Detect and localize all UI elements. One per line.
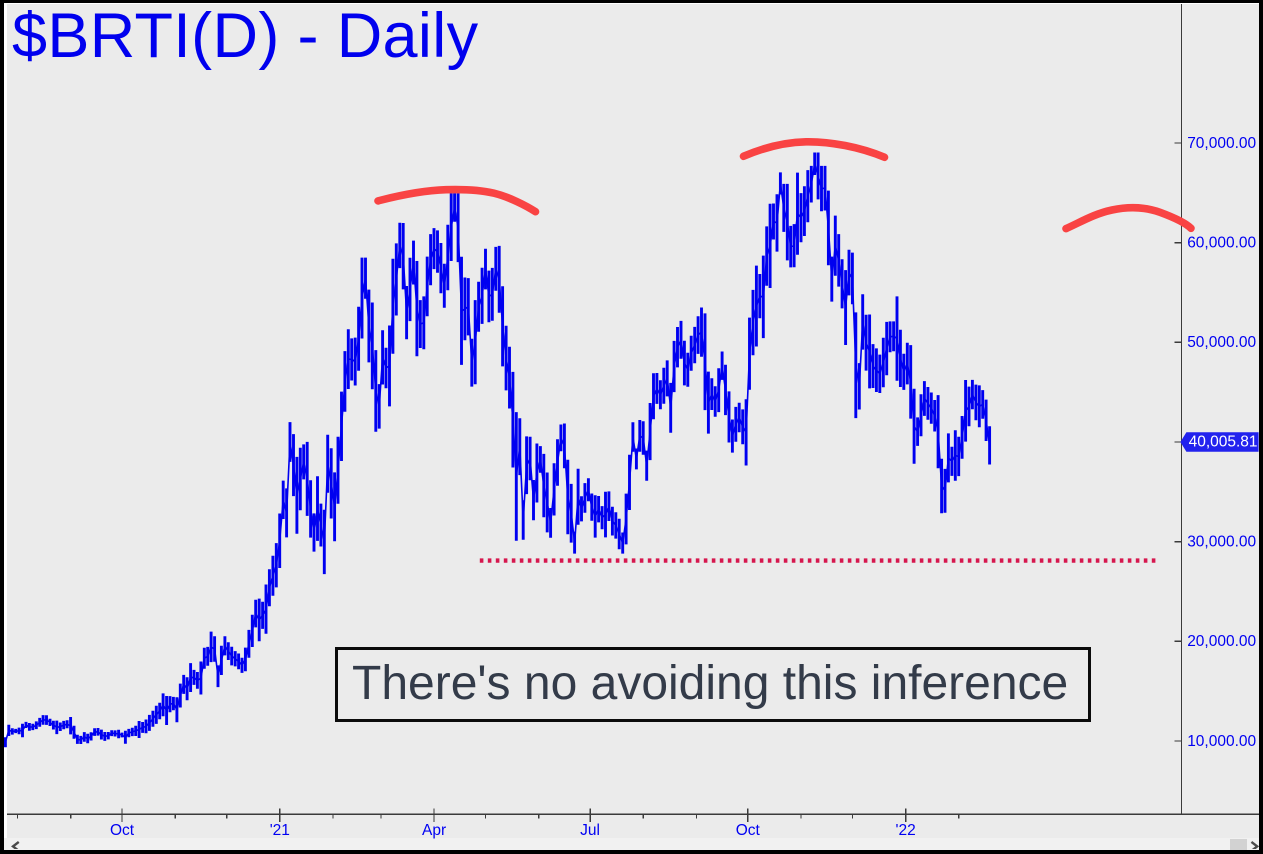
svg-text:'22: '22	[895, 822, 915, 839]
svg-text:50,000.00: 50,000.00	[1187, 334, 1256, 351]
svg-text:Oct: Oct	[110, 822, 135, 839]
svg-text:Jul: Jul	[580, 822, 600, 839]
svg-text:60,000.00: 60,000.00	[1187, 235, 1256, 252]
svg-text:Apr: Apr	[422, 822, 446, 839]
svg-text:70,000.00: 70,000.00	[1187, 135, 1256, 152]
svg-text:20,000.00: 20,000.00	[1187, 633, 1256, 650]
svg-text:10,000.00: 10,000.00	[1187, 733, 1256, 750]
svg-text:Oct: Oct	[736, 822, 761, 839]
svg-text:30,000.00: 30,000.00	[1187, 533, 1256, 550]
svg-text:40,005.81: 40,005.81	[1189, 434, 1258, 451]
svg-text:'21: '21	[270, 822, 290, 839]
